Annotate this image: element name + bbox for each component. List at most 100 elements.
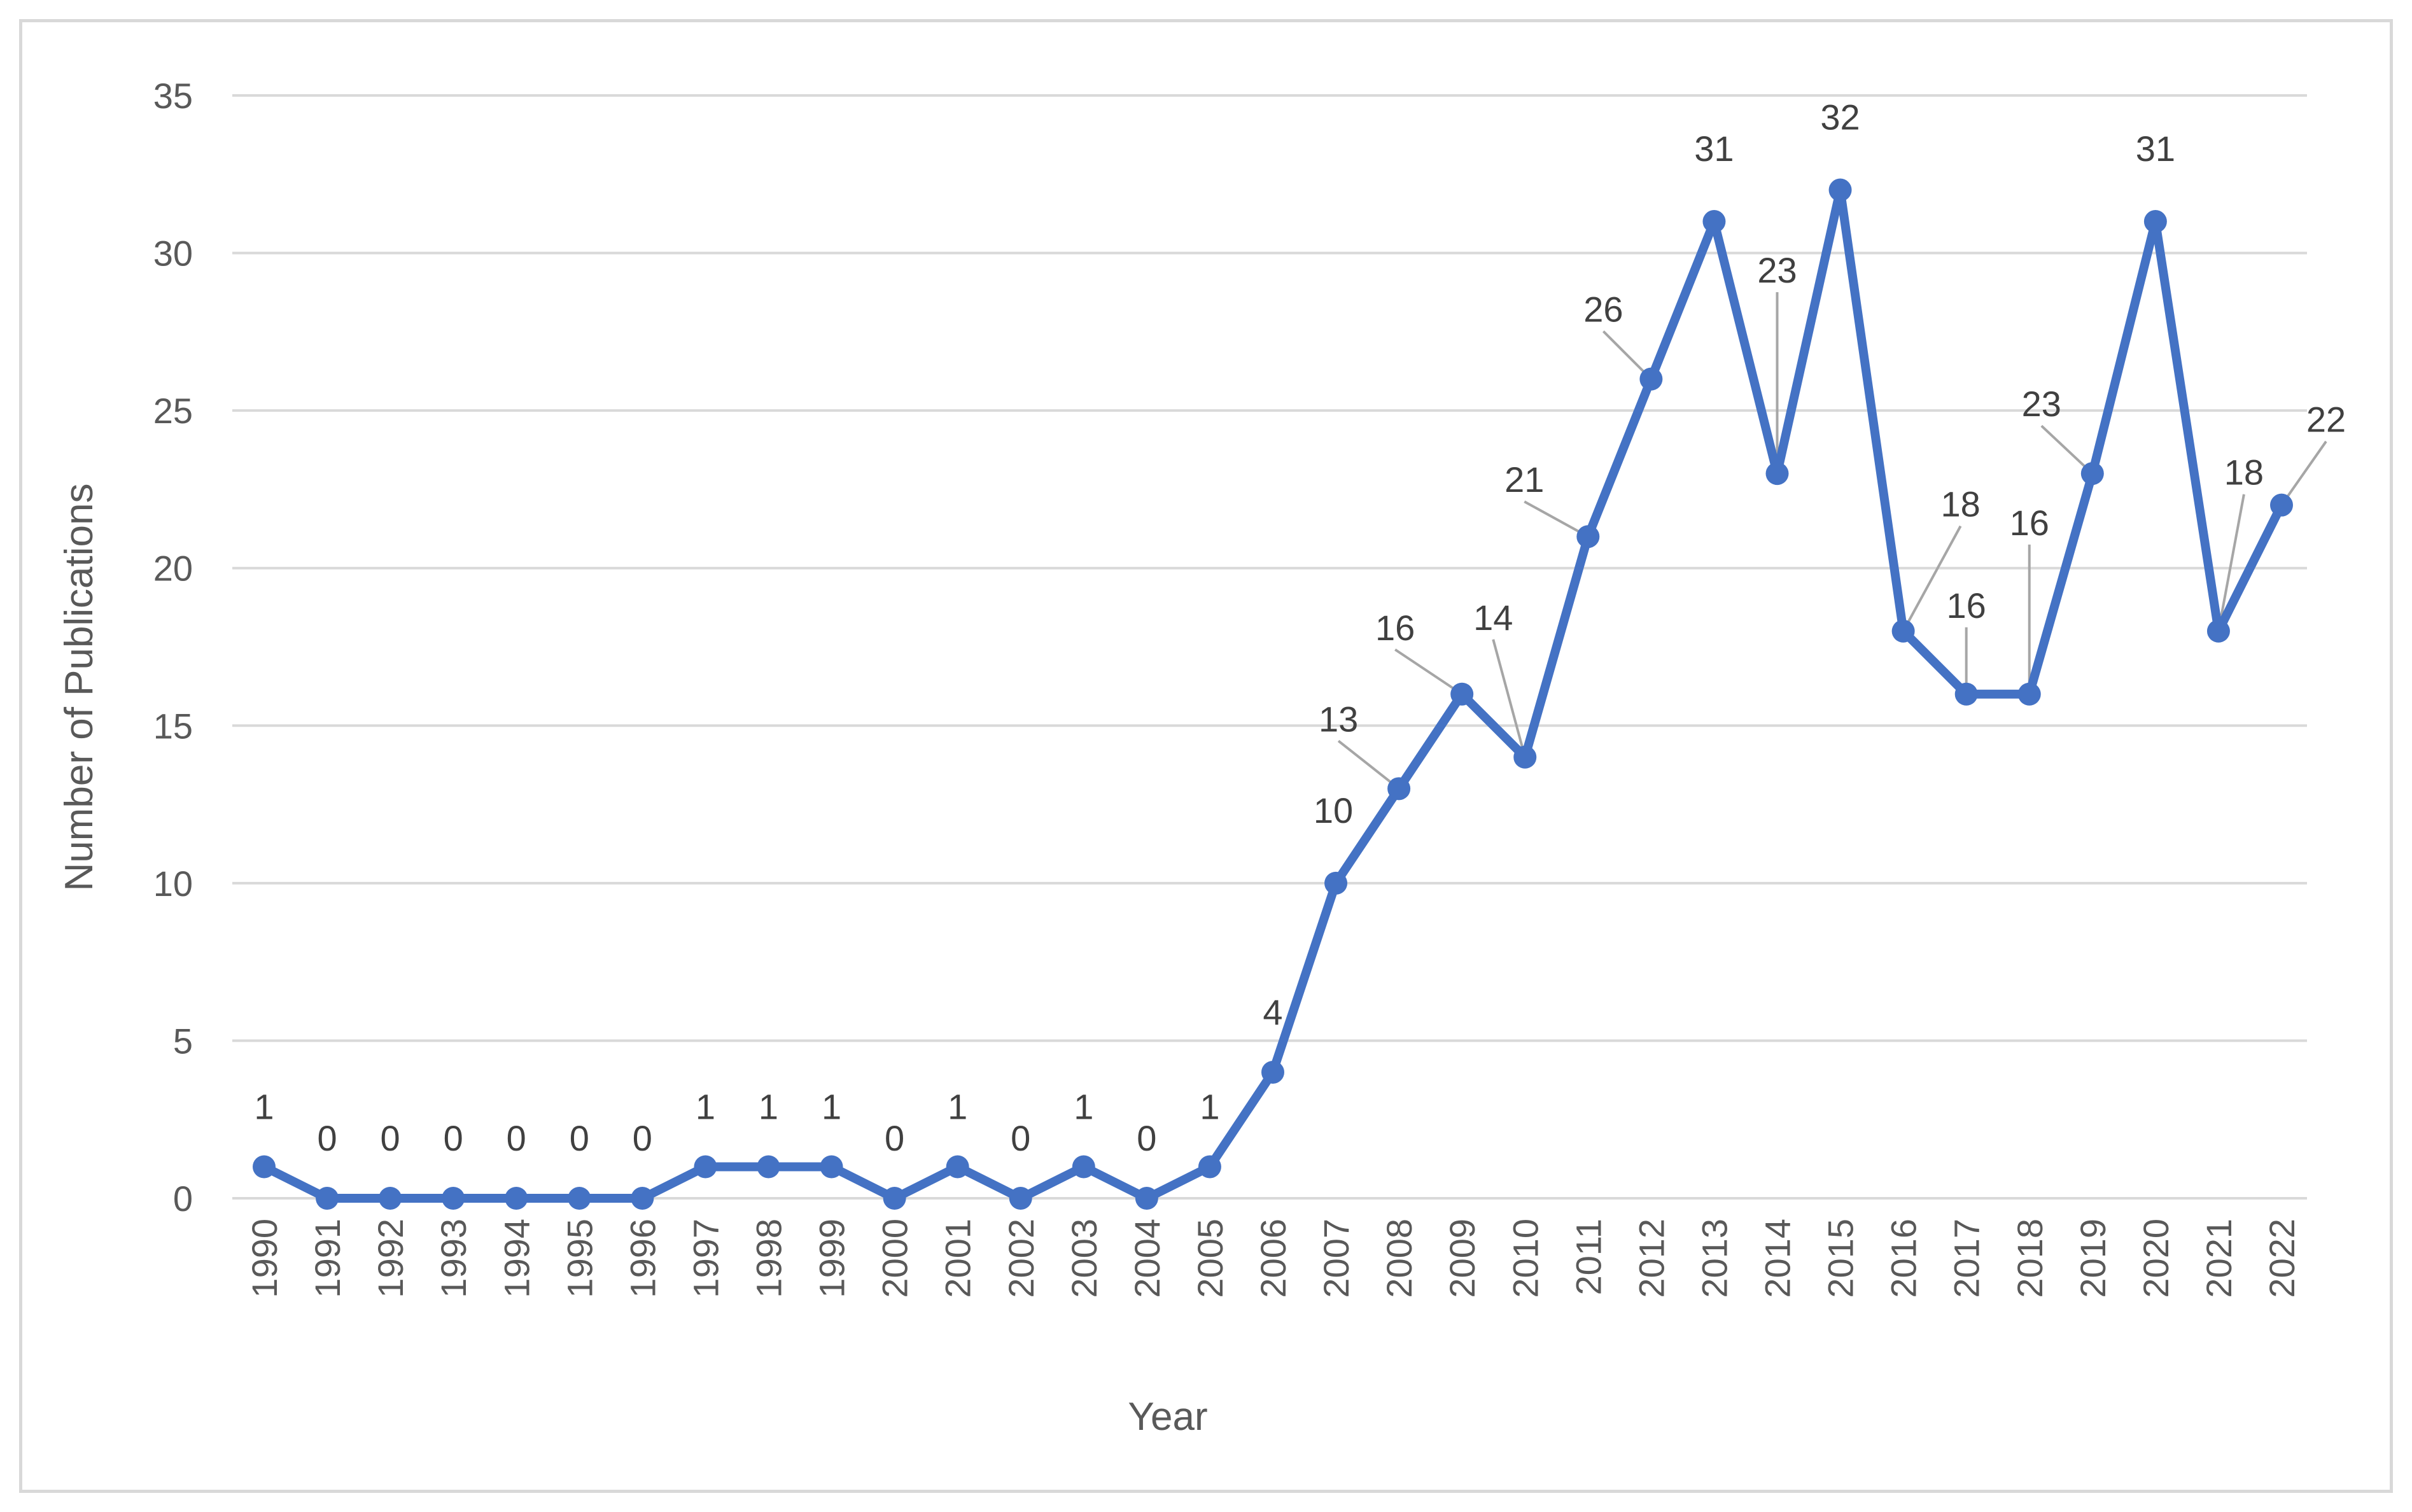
x-tick-label: 2017	[1947, 1219, 1987, 1298]
y-axis-title: Number of Publications	[57, 484, 101, 892]
data-point	[631, 1187, 654, 1210]
data-point	[253, 1155, 276, 1179]
data-point	[2143, 210, 2167, 234]
data-point	[379, 1187, 402, 1210]
x-tick-label: 2020	[2136, 1219, 2176, 1298]
data-label: 0	[885, 1118, 904, 1158]
data-point	[2206, 619, 2230, 643]
y-tick-label: 35	[153, 76, 193, 116]
x-tick-label: 1990	[244, 1219, 284, 1298]
leader-line	[1337, 739, 1400, 790]
x-tick-label: 2002	[1001, 1219, 1041, 1298]
y-tick-label: 25	[153, 391, 193, 431]
gridlines	[232, 94, 2307, 1200]
data-label: 32	[1820, 97, 1860, 137]
data-point	[2017, 682, 2041, 706]
y-tick-label: 10	[153, 864, 193, 904]
x-tick-label: 2003	[1064, 1219, 1104, 1298]
data-label: 16	[2010, 503, 2049, 543]
x-tick-label: 2011	[1568, 1219, 1608, 1295]
x-tick-label: 1997	[685, 1219, 726, 1298]
data-label: 1	[1200, 1086, 1219, 1126]
data-point	[820, 1155, 843, 1179]
leader-line	[1524, 500, 1589, 538]
x-tick-label: 1993	[433, 1219, 473, 1298]
data-label: 16	[1947, 585, 1986, 626]
data-point	[694, 1155, 717, 1179]
x-tick-label: 2000	[875, 1219, 915, 1298]
data-label: 0	[633, 1118, 652, 1158]
x-tick-label: 1992	[370, 1219, 410, 1298]
x-tick-label: 1996	[622, 1219, 663, 1298]
data-point	[1324, 871, 1348, 895]
x-tick-label: 2014	[1758, 1219, 1798, 1298]
data-label: 0	[507, 1118, 526, 1158]
data-point	[757, 1155, 780, 1179]
data-label: 1	[254, 1086, 274, 1126]
y-tick-label: 20	[153, 549, 193, 589]
x-tick-label: 2010	[1505, 1219, 1545, 1298]
data-point	[1891, 619, 1915, 643]
data-point	[568, 1187, 591, 1210]
data-label: 23	[2022, 384, 2061, 424]
x-tick-label: 2012	[1631, 1219, 1671, 1298]
x-tick-label: 1991	[307, 1219, 347, 1298]
data-point	[2080, 462, 2104, 486]
y-tick-label: 15	[153, 706, 193, 746]
data-label: 10	[1314, 790, 1353, 830]
y-tick-label: 30	[153, 234, 193, 274]
data-point	[2270, 493, 2293, 517]
x-tick-label: 2004	[1127, 1219, 1167, 1298]
data-label: 0	[381, 1118, 400, 1158]
data-label: 1	[948, 1086, 967, 1126]
data-point	[1009, 1187, 1032, 1210]
x-tick-labels: 1990 1991 1992 1993 1994 1995 1996 1997 1998 1999…	[244, 1219, 2302, 1298]
x-tick-label: 2021	[2199, 1219, 2239, 1298]
leader-line	[2280, 440, 2327, 506]
y-tick-label: 0	[173, 1179, 193, 1219]
x-tick-label: 1995	[559, 1219, 599, 1298]
x-tick-label: 1994	[496, 1219, 536, 1298]
data-point	[1135, 1187, 1158, 1210]
x-tick-label: 2009	[1442, 1219, 1482, 1298]
x-tick-label: 2005	[1190, 1219, 1230, 1298]
data-point	[1450, 682, 1474, 706]
data-point	[442, 1187, 465, 1210]
chart-frame: 0 5 10 15 20 25 30 35 1990 1991 1992 1993 1994 1995 1…	[19, 19, 2393, 1493]
data-label: 21	[1504, 459, 1544, 500]
x-tick-label: 1998	[749, 1219, 789, 1298]
leader-line	[1902, 525, 1962, 632]
x-tick-label: 2007	[1316, 1219, 1356, 1298]
data-point	[883, 1187, 906, 1210]
x-tick-label: 2016	[1884, 1219, 1924, 1298]
data-label: 1	[759, 1086, 778, 1126]
x-tick-label: 1999	[812, 1219, 852, 1298]
data-point	[1513, 745, 1537, 769]
x-tick-label: 2013	[1694, 1219, 1734, 1298]
data-label: 1	[822, 1086, 841, 1126]
x-tick-label: 2008	[1379, 1219, 1419, 1298]
data-label: 18	[2224, 452, 2264, 493]
x-tick-label: 2019	[2073, 1219, 2113, 1298]
leader-line	[1394, 648, 1463, 696]
data-point	[1765, 462, 1789, 486]
data-label: 1	[1074, 1086, 1093, 1126]
x-tick-label: 2015	[1821, 1219, 1861, 1298]
data-point	[1702, 210, 1726, 234]
data-point	[1954, 682, 1978, 706]
data-label: 31	[2136, 129, 2175, 169]
data-label: 26	[1583, 290, 1623, 330]
data-label: 0	[317, 1118, 337, 1158]
x-tick-label: 2001	[938, 1219, 978, 1298]
series-layer	[253, 178, 2293, 1210]
data-point	[1828, 178, 1852, 202]
data-point	[1639, 367, 1663, 391]
leader-line	[2040, 424, 2094, 475]
x-tick-label: 2018	[2010, 1219, 2050, 1298]
data-point	[1261, 1060, 1284, 1084]
data-label: 1	[696, 1086, 715, 1126]
data-label: 0	[570, 1118, 589, 1158]
data-label: 13	[1319, 699, 1358, 739]
